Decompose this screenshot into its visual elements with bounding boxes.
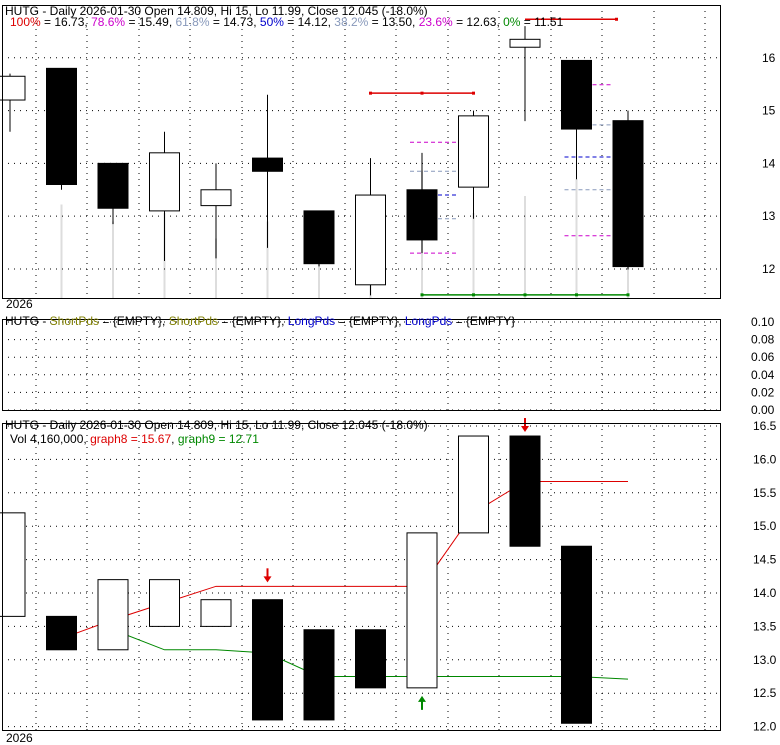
price-panel-frame xyxy=(2,5,721,299)
y-tick-label: 14.0 xyxy=(753,586,777,600)
candle-up xyxy=(406,532,438,689)
y-tick-label: 12 xyxy=(762,262,776,276)
candle-down xyxy=(406,189,438,241)
indicator-header-part: HUTG - xyxy=(5,314,50,328)
y-tick-label: 0.00 xyxy=(751,403,775,417)
resistance-line-dot xyxy=(472,91,475,95)
candle-down xyxy=(303,210,335,265)
indicator-header-part: = {EMPTY} xyxy=(452,314,515,328)
separator: , xyxy=(171,432,178,446)
support-line-dot xyxy=(472,293,475,297)
y-tick-label: 16.0 xyxy=(753,452,777,466)
y-tick-label: 12.5 xyxy=(753,686,777,700)
fib-label: 38.2% xyxy=(334,15,368,29)
candle-up xyxy=(97,579,129,651)
sell-arrow-icon xyxy=(263,576,272,583)
heikin-ashi-panel: HUTG - Daily 2026-01-30 Open 14.809, Hi … xyxy=(0,418,777,745)
fib-label: 23.6% xyxy=(419,15,453,29)
candle-up xyxy=(0,512,26,617)
candle-down xyxy=(46,67,77,185)
candle-up xyxy=(200,599,232,627)
indicator-header-part: = {EMPTY}, xyxy=(99,314,169,328)
volume-readout: Vol 4,160,000, xyxy=(10,432,90,446)
fib-value: = 12.63, xyxy=(453,15,503,29)
indicator-header-part: ShortPds xyxy=(169,314,218,328)
fib-value: = 14.73, xyxy=(210,15,260,29)
candle-down xyxy=(97,162,129,209)
support-line-dot xyxy=(626,293,630,297)
support-line-dot xyxy=(575,293,578,297)
candle-up xyxy=(200,189,232,207)
sell-arrow-icon xyxy=(521,426,529,433)
y-tick-label: 0.04 xyxy=(751,368,775,382)
fib-100-line-dot xyxy=(615,17,618,21)
y-tick-label: 13.0 xyxy=(753,653,777,667)
fib-label: 50% xyxy=(260,15,284,29)
fib-value: = 16.73, xyxy=(41,15,91,29)
candle-down xyxy=(561,545,592,724)
candle-up xyxy=(149,579,180,627)
y-tick-label: 16 xyxy=(762,51,776,65)
candle-up xyxy=(355,194,386,286)
y-tick-label: 14 xyxy=(762,156,776,170)
y-tick-label: 0.06 xyxy=(751,350,775,364)
y-tick-label: 13 xyxy=(762,209,776,223)
graph8-readout: graph8 = 15.67 xyxy=(90,432,171,446)
support-line-dot xyxy=(420,293,424,297)
y-tick-label: 0.10 xyxy=(751,315,775,329)
fib-label: 100% xyxy=(10,15,41,29)
fib-legend: 100% = 16.73, 78.6% = 15.49, 61.8% = 14.… xyxy=(10,15,564,29)
indicator-panel-frame xyxy=(2,319,721,411)
fib-value: = 11.51 xyxy=(520,15,563,29)
indicator-panel: HUTG - ShortPds = {EMPTY}, ShortPds = {E… xyxy=(2,314,775,417)
heikin-header: HUTG - Daily 2026-01-30 Open 14.809, Hi … xyxy=(5,418,428,432)
fib-value: = 13.50, xyxy=(368,15,418,29)
fib-label: 0% xyxy=(503,15,521,29)
fib-value: = 15.49, xyxy=(125,15,175,29)
price-panel: HUTG - Daily 2026-01-30 Open 14.809, Hi … xyxy=(0,4,776,311)
buy-arrow-icon xyxy=(418,695,426,702)
y-tick-label: 13.5 xyxy=(753,619,777,633)
y-tick-label: 0.02 xyxy=(751,385,775,399)
candle-down xyxy=(252,599,283,721)
candle-down xyxy=(561,59,592,130)
indicator-header: HUTG - ShortPds = {EMPTY}, ShortPds = {E… xyxy=(5,314,515,328)
graph9-readout: graph9 = 12.71 xyxy=(178,432,259,446)
resistance-line-dot xyxy=(369,91,372,95)
y-tick-label: 15.5 xyxy=(753,486,777,500)
y-tick-label: 0.08 xyxy=(751,333,775,347)
candle-up xyxy=(458,435,489,534)
indicator-header-part: LongPds xyxy=(288,314,335,328)
heikin-panel-frame xyxy=(2,423,721,731)
candle-down xyxy=(46,615,77,651)
candle-down xyxy=(355,629,386,689)
y-tick-label: 14.5 xyxy=(753,553,777,567)
resistance-line-dot xyxy=(420,91,424,95)
y-tick-label: 15 xyxy=(762,104,776,118)
y-tick-label: 12.0 xyxy=(753,720,777,734)
fib-value: = 14.12, xyxy=(284,15,334,29)
indicator-header-part: = {EMPTY}, xyxy=(218,314,288,328)
candle-up xyxy=(149,152,180,212)
price-header: HUTG - Daily 2026-01-30 Open 14.809, Hi … xyxy=(5,4,428,18)
y-tick-label: 16.5 xyxy=(753,419,777,433)
fib-label: 78.6% xyxy=(91,15,125,29)
candle-down xyxy=(612,120,644,268)
indicator-header-part: LongPds xyxy=(405,314,452,328)
y-tick-label: 15.0 xyxy=(753,519,777,533)
heikin-subheader: Vol 4,160,000, graph8 = 15.67, graph9 = … xyxy=(10,432,259,446)
candle-down xyxy=(303,629,335,721)
candle-down xyxy=(252,157,283,172)
indicator-header-part: = {EMPTY}, xyxy=(335,314,405,328)
candle-up xyxy=(509,38,541,48)
fib-label: 61.8% xyxy=(175,15,209,29)
x-axis-label: 2026 xyxy=(6,731,33,745)
indicator-header-part: ShortPds xyxy=(50,314,99,328)
support-line-dot xyxy=(523,293,527,297)
x-axis-label: 2026 xyxy=(6,297,33,311)
candle-up xyxy=(0,75,26,101)
candle-up xyxy=(458,115,489,188)
candle-down xyxy=(509,435,541,547)
